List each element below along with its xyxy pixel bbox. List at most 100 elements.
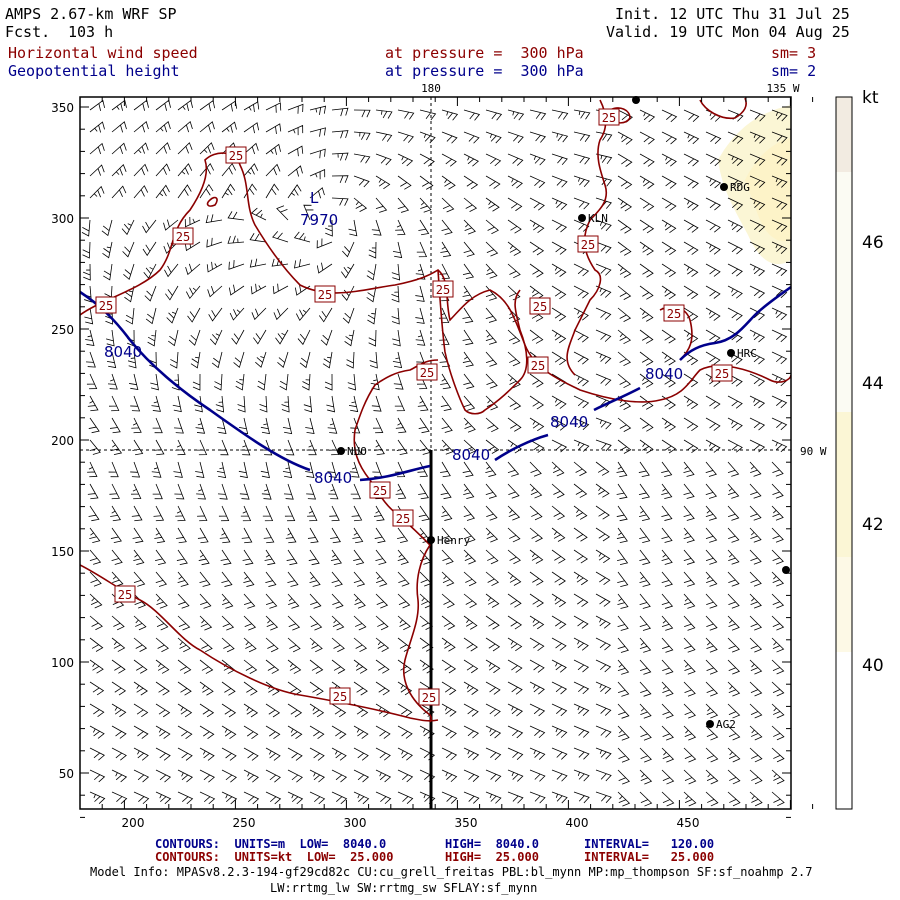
wind-barb	[287, 593, 300, 609]
wind-barb	[683, 417, 699, 432]
wind-barb	[265, 163, 281, 177]
wind-barb	[238, 461, 248, 479]
wind-barb	[529, 769, 546, 782]
wind-barb	[255, 351, 267, 368]
wind-barb	[282, 417, 293, 435]
wind-barb	[485, 219, 499, 235]
wind-barb	[463, 395, 476, 411]
wind-barb	[595, 153, 613, 165]
axis-labels: 200 250 300 350 400 450 350 300 250 200 …	[51, 101, 699, 830]
wind-barb	[440, 241, 452, 258]
wind-barb	[573, 549, 588, 564]
wind-barb	[441, 571, 455, 587]
wind-barb	[683, 549, 696, 565]
speed-label-box	[663, 304, 685, 322]
wind-barb	[683, 439, 699, 454]
wind-barb	[397, 615, 411, 631]
wind-barb	[395, 219, 406, 236]
wind-barb	[661, 439, 677, 454]
wind-barb	[551, 769, 568, 782]
wind-barb	[639, 417, 654, 432]
wind-barb	[507, 571, 522, 586]
wind-barb	[397, 549, 409, 565]
wind-barb	[463, 681, 479, 695]
wind-barb	[485, 637, 501, 652]
wind-barb	[573, 637, 589, 651]
wind-barb	[749, 417, 766, 431]
footer-contour2-interval: INTERVAL= 25.000	[584, 850, 715, 864]
wind-barb	[294, 284, 311, 296]
wind-barb	[441, 219, 453, 235]
wind-barb	[771, 637, 785, 653]
wind-barb	[616, 461, 628, 478]
wind-barb	[463, 197, 478, 213]
wind-barb	[89, 571, 102, 587]
wind-barb	[243, 681, 258, 696]
wind-barb	[397, 197, 410, 213]
colorbar-unit: kt	[862, 88, 879, 108]
wind-barb	[485, 307, 498, 323]
wind-barb	[206, 261, 223, 273]
wind-barb	[463, 153, 479, 167]
wind-barb	[419, 175, 434, 190]
wind-barb	[243, 659, 258, 674]
wind-barb	[551, 351, 567, 366]
wind-barb	[228, 260, 245, 270]
wind-barb	[727, 395, 743, 409]
wind-barb	[507, 615, 523, 630]
wind-barb	[133, 549, 145, 565]
wind-barb	[617, 197, 633, 212]
wind-barb	[418, 219, 430, 236]
wind-barb	[485, 659, 501, 674]
wind-barb	[507, 197, 523, 212]
wind-barb	[111, 725, 127, 739]
wind-barb	[705, 241, 721, 255]
wind-barb	[529, 615, 545, 630]
wind-barb	[771, 593, 785, 609]
wind-barb	[129, 373, 139, 391]
wind-barb	[392, 329, 401, 347]
wind-barb	[727, 153, 744, 166]
wind-barb	[463, 241, 475, 257]
wind-barb	[265, 747, 281, 761]
wind-barb	[463, 131, 480, 144]
wind-barb	[507, 527, 521, 543]
wind-barb	[211, 351, 223, 369]
wind-barb	[155, 184, 170, 199]
wind-barb	[131, 417, 142, 434]
wind-barb	[397, 769, 414, 783]
wind-barb	[260, 461, 270, 479]
speed-label: 25	[373, 484, 387, 498]
wind-barb	[661, 681, 674, 697]
wind-barb	[485, 527, 499, 543]
wind-barb	[214, 373, 223, 391]
x-tick-label: 350	[455, 816, 478, 830]
wind-barb	[727, 219, 744, 233]
wind-barb	[507, 747, 524, 760]
wind-barb	[132, 527, 144, 544]
wind-barb	[353, 175, 370, 188]
wind-barb	[683, 791, 697, 807]
wind-barb	[309, 637, 323, 653]
wind-barb	[705, 439, 721, 453]
wind-barb	[143, 263, 157, 279]
wind-barb	[639, 725, 652, 741]
wind-barb	[440, 461, 451, 478]
wind-barb	[177, 615, 191, 631]
wind-barb	[125, 307, 135, 325]
wind-barb	[111, 571, 124, 587]
wind-barb	[284, 439, 295, 456]
wind-barb	[551, 461, 565, 477]
wind-barb	[485, 417, 499, 433]
wind-barb	[229, 307, 245, 321]
colorbar-frame	[835, 96, 853, 810]
wind-barb	[155, 725, 171, 739]
wind-barb	[705, 483, 718, 499]
wind-barb	[155, 659, 170, 674]
wind-barb	[639, 175, 655, 189]
colorbar	[835, 96, 853, 810]
wind-barb	[616, 483, 628, 500]
wind-barb	[771, 241, 788, 254]
wind-barb	[639, 615, 652, 631]
wind-barb	[595, 659, 612, 673]
